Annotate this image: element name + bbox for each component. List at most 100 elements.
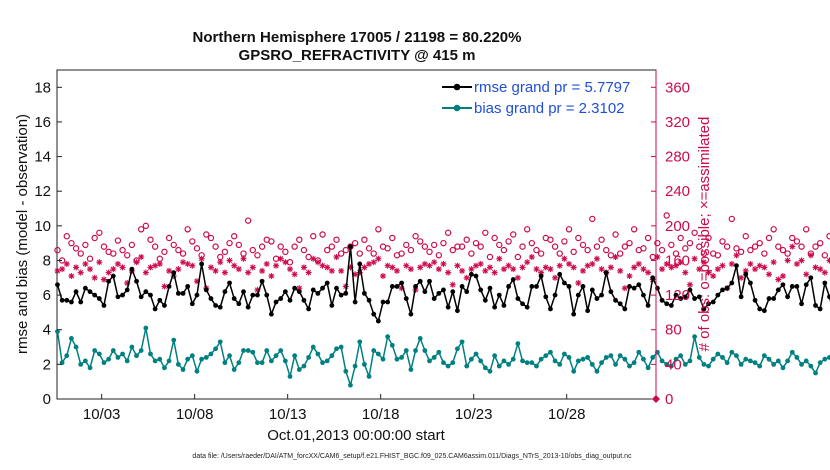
- possible-obs-point: [575, 234, 582, 242]
- rmse-point: [380, 299, 386, 305]
- rmse-point: [148, 292, 153, 298]
- possible-obs-point: [282, 248, 289, 256]
- bias-point: [496, 363, 502, 369]
- bias-point: [799, 361, 804, 367]
- bias-point: [473, 351, 479, 357]
- assimilated-obs-point: [691, 255, 698, 262]
- legend-rmse-label: rmse grand pr = 5.7797: [474, 79, 630, 96]
- possible-obs-point: [72, 245, 80, 252]
- bias-point: [780, 365, 786, 371]
- rmse-point: [682, 294, 688, 300]
- rmse-point: [166, 284, 172, 289]
- bias-point: [529, 360, 535, 366]
- rmse-point: [199, 261, 205, 267]
- assimilated-obs-point: [626, 273, 633, 280]
- rmse-point: [459, 284, 465, 289]
- rmse-point: [664, 301, 670, 307]
- bias-point: [278, 348, 284, 353]
- assimilated-obs-point: [259, 267, 266, 274]
- possible-obs-point: [714, 252, 722, 259]
- bias-point: [82, 358, 88, 364]
- possible-obs-point: [221, 248, 229, 256]
- assimilated-obs-point: [361, 264, 368, 271]
- bias-point: [73, 344, 79, 350]
- bias-point: [436, 349, 442, 355]
- assimilated-obs-point: [328, 267, 335, 274]
- bias-point: [250, 349, 256, 355]
- assimilated-obs-point: [779, 273, 786, 280]
- rmse-point: [561, 280, 567, 286]
- bias-point: [571, 368, 577, 374]
- bias-point: [371, 348, 377, 353]
- rmse-point: [436, 290, 442, 296]
- legend-bias-label: bias grand pr = 2.3102: [474, 100, 625, 117]
- assimilated-obs-point: [249, 264, 256, 271]
- bias-point: [808, 363, 814, 369]
- assimilated-obs-point: [477, 260, 484, 267]
- bias-point: [692, 334, 697, 340]
- rmse-point: [180, 290, 186, 296]
- rmse-point: [757, 306, 763, 312]
- possible-obs-point: [803, 226, 810, 233]
- possible-obs-point: [561, 238, 568, 245]
- possible-obs-point: [249, 246, 256, 254]
- bias-point: [180, 367, 186, 372]
- rmse-point: [720, 287, 725, 293]
- rmse-point: [255, 292, 260, 298]
- rmse-point: [808, 275, 814, 281]
- rmse-point: [334, 285, 339, 291]
- bias-point: [468, 356, 474, 362]
- rmse-point: [803, 282, 809, 288]
- assimilated-obs-point: [510, 266, 517, 273]
- rmse-point: [422, 289, 428, 295]
- rmse-point: [306, 306, 311, 312]
- bias-point: [148, 351, 153, 357]
- assimilated-obs-point: [570, 264, 577, 271]
- possible-obs-point: [333, 236, 340, 243]
- y-right-tick-label: 80: [665, 322, 682, 339]
- possible-obs-point: [230, 233, 238, 240]
- rmse-point: [124, 287, 130, 293]
- bias-point: [231, 367, 237, 372]
- assimilated-obs-point: [417, 264, 424, 271]
- rmse-point: [571, 311, 577, 317]
- rmse-point: [599, 292, 604, 298]
- rmse-point: [771, 296, 777, 301]
- rmse-point: [520, 301, 525, 307]
- bias-point: [771, 361, 777, 367]
- assimilated-obs-point: [198, 255, 205, 262]
- assimilated-obs-point: [389, 264, 396, 271]
- bias-point: [375, 351, 381, 357]
- assimilated-obs-point: [756, 262, 763, 269]
- rmse-point: [487, 285, 493, 291]
- assimilated-obs-point: [826, 257, 830, 264]
- bias-point: [129, 344, 135, 350]
- rmse-point: [399, 280, 405, 286]
- rmse-point: [617, 301, 623, 307]
- assimilated-obs-point: [589, 260, 596, 267]
- rmse-point: [343, 290, 349, 296]
- possible-obs-point: [640, 245, 647, 252]
- rmse-point: [827, 294, 830, 300]
- possible-obs-point: [686, 239, 694, 247]
- assimilated-obs-point: [226, 257, 233, 264]
- bias-point: [455, 346, 460, 352]
- rmse-point: [375, 318, 381, 324]
- possible-obs-point: [691, 229, 698, 236]
- bias-point: [441, 360, 446, 366]
- bias-point: [743, 356, 749, 362]
- bias-point: [603, 355, 609, 360]
- possible-obs-point: [533, 246, 540, 254]
- assimilated-obs-point: [561, 255, 568, 262]
- assimilated-obs-point: [482, 267, 489, 274]
- bias-point: [613, 361, 618, 367]
- rmse-point: [92, 292, 98, 298]
- possible-obs-point: [337, 250, 345, 257]
- assimilated-obs-point: [682, 269, 689, 276]
- possible-obs-point: [193, 245, 201, 252]
- assimilated-obs-point: [710, 273, 717, 280]
- bias-point: [464, 363, 470, 369]
- rmse-point: [543, 294, 549, 300]
- rmse-point: [780, 282, 786, 288]
- rmse-point: [501, 303, 507, 308]
